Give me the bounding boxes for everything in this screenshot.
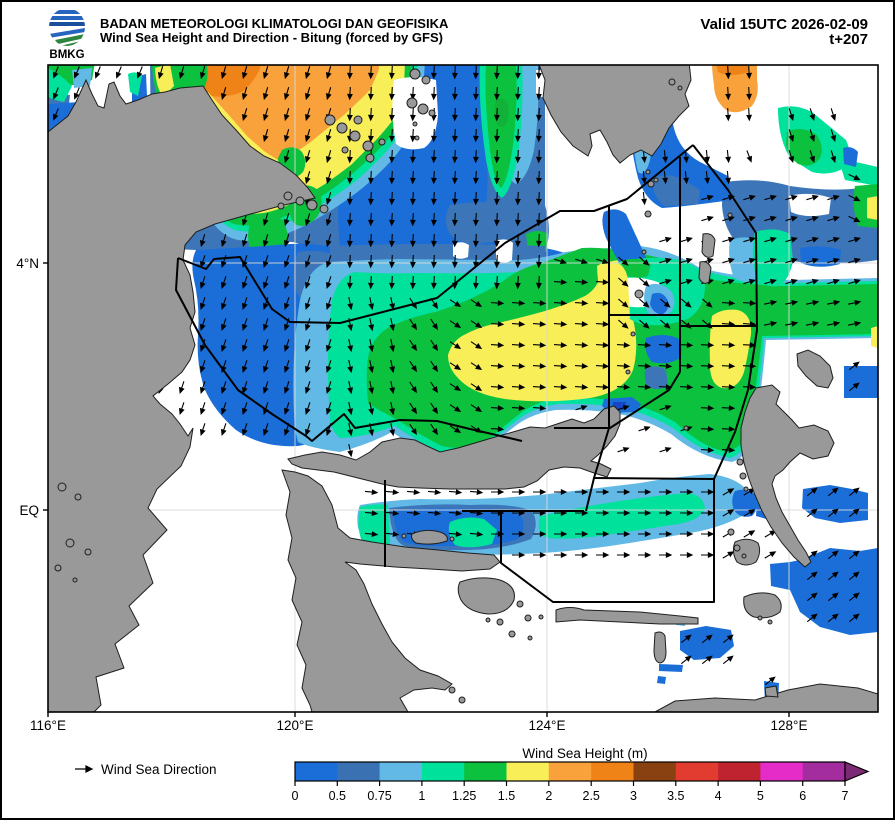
svg-text:EQ: EQ xyxy=(19,503,39,518)
svg-text:1.5: 1.5 xyxy=(498,789,515,803)
svg-text:3: 3 xyxy=(630,789,637,803)
svg-text:5: 5 xyxy=(757,789,764,803)
svg-text:0.75: 0.75 xyxy=(367,789,391,803)
svg-text:Valid 15UTC 2026-02-09: Valid 15UTC 2026-02-09 xyxy=(700,16,868,33)
svg-text:Wind Sea Height (m): Wind Sea Height (m) xyxy=(522,746,647,761)
svg-text:124°E: 124°E xyxy=(529,718,566,733)
svg-text:1: 1 xyxy=(418,789,425,803)
svg-text:6: 6 xyxy=(799,789,806,803)
svg-text:1.25: 1.25 xyxy=(452,789,476,803)
svg-text:BADAN METEOROLOGI KLIMATOLOGI: BADAN METEOROLOGI KLIMATOLOGI DAN GEOFIS… xyxy=(100,16,449,31)
svg-text:Wind Sea Direction: Wind Sea Direction xyxy=(101,762,217,777)
svg-text:128°E: 128°E xyxy=(771,718,808,733)
svg-text:120°E: 120°E xyxy=(277,718,314,733)
svg-text:3.5: 3.5 xyxy=(667,789,684,803)
svg-text:116°E: 116°E xyxy=(30,718,66,733)
svg-text:2: 2 xyxy=(545,789,552,803)
svg-text:7: 7 xyxy=(842,789,849,803)
svg-text:2.5: 2.5 xyxy=(583,789,600,803)
svg-text:0: 0 xyxy=(292,789,299,803)
svg-text:0.5: 0.5 xyxy=(329,789,346,803)
svg-text:4: 4 xyxy=(715,789,722,803)
svg-text:BMKG: BMKG xyxy=(49,49,84,61)
svg-text:t+207: t+207 xyxy=(829,31,868,48)
svg-text:4°N: 4°N xyxy=(16,256,39,271)
svg-text:Wind Sea Height and Direction: Wind Sea Height and Direction - Bitung (… xyxy=(100,30,443,45)
